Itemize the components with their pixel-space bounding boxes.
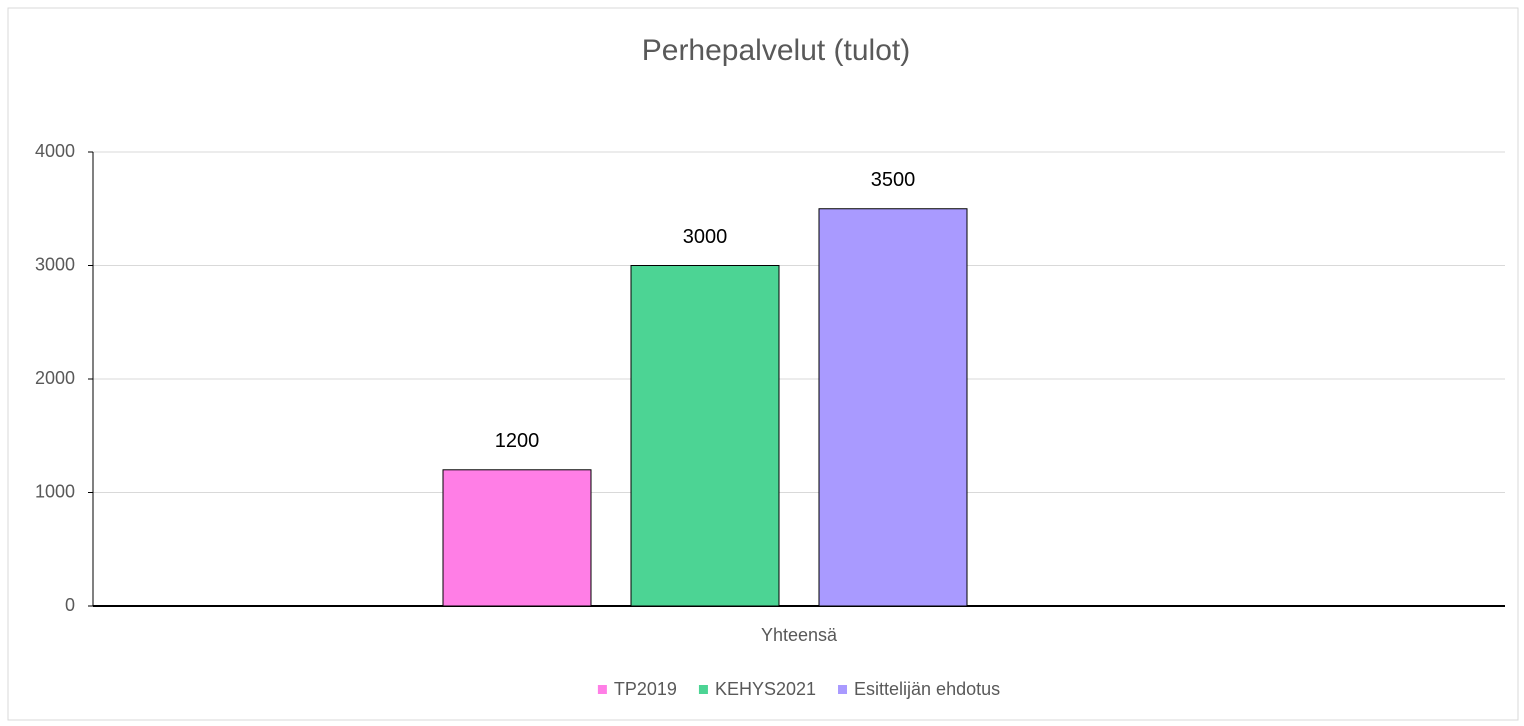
- x-tick-label: Yhteensä: [761, 625, 838, 645]
- data-label: 3500: [871, 169, 916, 191]
- y-tick-label: 0: [65, 595, 75, 615]
- legend-label: Esittelijän ehdotus: [854, 679, 1000, 699]
- legend-swatch: [698, 685, 708, 694]
- legend-swatch: [838, 685, 848, 694]
- chart-title: Perhepalvelut (tulot): [642, 34, 910, 67]
- legend-label: TP2019: [614, 679, 677, 699]
- legend: TP2019 KEHYS2021 Esittelijän ehdotus: [597, 679, 1000, 699]
- data-label: 3000: [683, 226, 728, 248]
- y-tick-label: 2000: [35, 368, 75, 388]
- y-tick-label: 4000: [35, 141, 75, 161]
- bar: [630, 265, 780, 607]
- legend-label: KEHYS2021: [715, 679, 816, 699]
- bar: [818, 208, 968, 607]
- bar: [442, 469, 592, 607]
- legend-swatch: [597, 685, 607, 694]
- data-label: 1200: [495, 430, 540, 452]
- y-tick-label: 3000: [35, 254, 75, 274]
- y-tick-label: 1000: [35, 481, 75, 501]
